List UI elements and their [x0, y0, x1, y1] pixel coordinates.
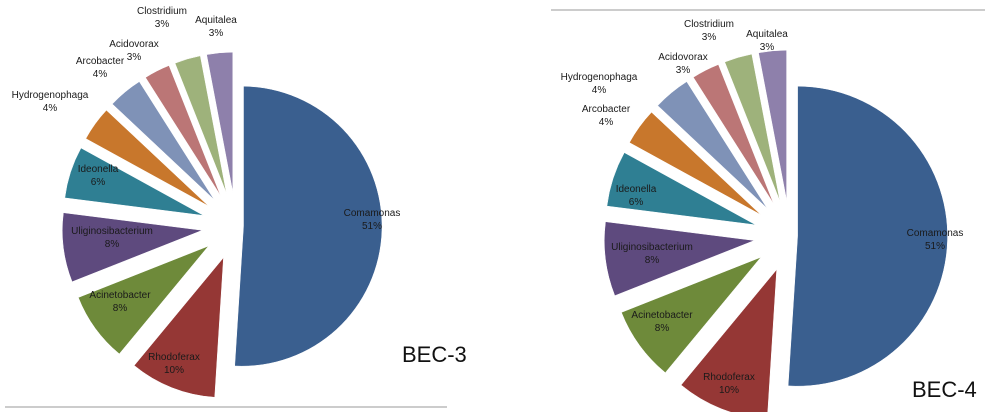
slice-label-arcobacter: Arcobacter [582, 104, 631, 115]
pie-slice-comamonas [787, 85, 948, 387]
slice-value-clostridium: 3% [702, 32, 717, 43]
slice-value-comamonas: 51% [925, 241, 945, 252]
slice-label-acinetobacter: Acinetobacter [631, 310, 693, 321]
pie-slice-arcobacter [111, 81, 215, 200]
slice-value-acinetobacter: 8% [655, 323, 670, 334]
pie-slice-acinetobacter [77, 245, 209, 355]
slice-value-clostridium: 3% [155, 19, 170, 30]
slice-value-ideonella: 6% [629, 197, 644, 208]
slice-label-rhodoferax: Rhodoferax [148, 352, 200, 363]
slice-label-ideonella: Ideonella [616, 184, 657, 195]
pie-chart-bec-4: Comamonas 51% Rhodoferax 10% Acinetobacter 8%… [551, 9, 985, 412]
pie-slice-acinetobacter [621, 256, 762, 374]
slice-value-ideonella: 6% [91, 177, 106, 188]
slice-label-ideonella: Ideonella [78, 164, 119, 175]
slice-value-acidovorax: 3% [676, 65, 691, 76]
slice-label-aquitalea: Aquitalea [746, 29, 788, 40]
slice-label-uliginosibacterium: Uliginosibacterium [71, 226, 153, 237]
pie-slice-ideonella [64, 147, 204, 216]
pie-slice-clostridium [174, 55, 227, 194]
slice-value-hydrogenophaga: 4% [43, 103, 58, 114]
slice-label-comamonas: Comamonas [344, 208, 401, 219]
panel-label: BEC-4 [912, 377, 977, 402]
slice-label-rhodoferax: Rhodoferax [703, 372, 755, 383]
slice-value-comamonas: 51% [362, 221, 382, 232]
slice-label-acidovorax: Acidovorax [109, 39, 158, 50]
slice-value-acinetobacter: 8% [113, 303, 128, 314]
pie-slice-ideonella [606, 152, 756, 226]
slice-value-uliginosibacterium: 8% [105, 239, 120, 250]
pie-slice-uliginosibacterium [604, 221, 755, 297]
slice-value-hydrogenophaga: 4% [592, 85, 607, 96]
pie-slice-clostridium [724, 53, 781, 202]
slice-value-aquitalea: 3% [209, 28, 224, 39]
slice-value-rhodoferax: 10% [164, 365, 184, 376]
slice-label-clostridium: Clostridium [684, 19, 734, 30]
slice-value-acidovorax: 3% [127, 52, 142, 63]
pie-slice-hydrogenophaga [657, 81, 768, 209]
pie-slice-acidovorax [692, 64, 774, 205]
slice-label-arcobacter: Arcobacter [76, 56, 125, 67]
slice-label-hydrogenophaga: Hydrogenophaga [12, 90, 89, 101]
slice-label-clostridium: Clostridium [137, 6, 187, 17]
pie-slice-aquitalea [758, 49, 787, 201]
slice-label-hydrogenophaga: Hydrogenophaga [561, 72, 638, 83]
pie-slice-comamonas [234, 85, 383, 367]
slice-label-comamonas: Comamonas [907, 228, 964, 239]
slice-value-arcobacter: 4% [93, 69, 108, 80]
slice-value-uliginosibacterium: 8% [645, 255, 660, 266]
slice-label-acidovorax: Acidovorax [658, 52, 707, 63]
pie-slice-rhodoferax [680, 268, 777, 412]
pie-slice-rhodoferax [133, 256, 224, 398]
slice-value-arcobacter: 4% [599, 117, 614, 128]
slice-value-rhodoferax: 10% [719, 385, 739, 396]
pie-slice-hydrogenophaga [85, 109, 209, 207]
slice-label-aquitalea: Aquitalea [195, 15, 237, 26]
pie-slice-arcobacter [629, 111, 762, 216]
pie-chart-bec-3: Comamonas 51% Rhodoferax 10% Acinetobacter 8%… [5, 6, 467, 408]
slice-value-aquitalea: 3% [760, 42, 775, 53]
pie-slice-acidovorax [145, 65, 221, 196]
panel-label: BEC-3 [402, 342, 467, 367]
pie-slice-aquitalea [206, 51, 234, 193]
slice-label-acinetobacter: Acinetobacter [89, 290, 151, 301]
pie-slice-uliginosibacterium [62, 212, 203, 283]
slice-label-uliginosibacterium: Uliginosibacterium [611, 242, 693, 253]
